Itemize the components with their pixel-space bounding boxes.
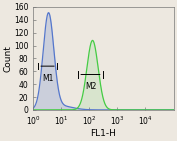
- Text: M2: M2: [85, 82, 96, 91]
- Text: M1: M1: [42, 74, 53, 83]
- Y-axis label: Count: Count: [4, 45, 12, 72]
- X-axis label: FL1-H: FL1-H: [90, 129, 116, 137]
